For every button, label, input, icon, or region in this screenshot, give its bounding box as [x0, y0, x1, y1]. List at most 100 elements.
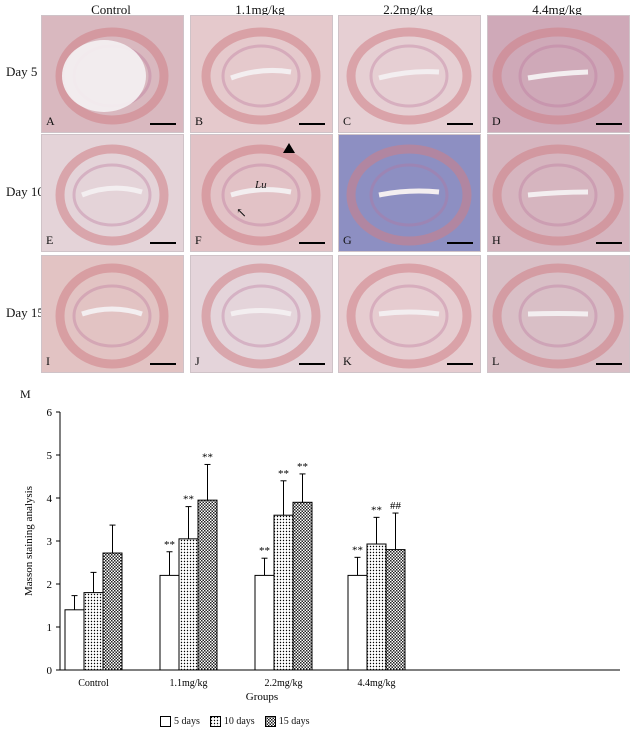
- y-tick-label: 1: [47, 622, 53, 634]
- y-axis-title: Masson staining analysis: [23, 486, 35, 596]
- histology-panel-k: K: [338, 255, 481, 373]
- legend-swatch-5days: [160, 716, 171, 727]
- legend-swatch-15days: [264, 716, 276, 727]
- tissue-section-image: [346, 27, 472, 125]
- histology-panel-l: L: [487, 255, 630, 373]
- legend-label-5days: 5 days: [174, 716, 200, 727]
- significance-mark: **: [297, 461, 308, 473]
- column-header-4-4mg: 4.4mg/kg: [532, 2, 582, 17]
- tissue-section-image: [55, 263, 169, 369]
- triangle-marker-icon: [283, 143, 295, 153]
- tissue-section-image: [492, 144, 624, 246]
- x-tick-label: 1.1mg/kg: [169, 678, 207, 689]
- tissue-section-image: [492, 263, 624, 369]
- row-header-day10: Day 10: [6, 184, 44, 199]
- significance-mark: **: [352, 544, 363, 556]
- scale-bar: [447, 123, 473, 125]
- histology-panel-c: C: [338, 15, 481, 133]
- tissue-section-image: [346, 263, 472, 369]
- legend-swatch-10days: [209, 716, 221, 727]
- bar-5-days-0: [64, 609, 85, 671]
- legend-item-5days: 5 days: [160, 716, 200, 727]
- column-header-2-2mg: 2.2mg/kg: [383, 2, 433, 17]
- histology-panel-f: F Lu ↖: [190, 134, 333, 252]
- chart-legend: 5 days 10 days 15 days: [160, 716, 310, 727]
- tissue-section-image: [201, 27, 321, 125]
- histology-panel-e: E: [41, 134, 184, 252]
- row-header-day5: Day 5: [6, 64, 38, 79]
- panel-label: C: [343, 114, 352, 128]
- significance-mark: **: [202, 451, 213, 463]
- panel-label: L: [492, 354, 500, 368]
- legend-item-10days: 10 days: [209, 716, 255, 727]
- bar-15-days-0: [102, 552, 123, 671]
- bar-10-days-2: [273, 514, 294, 671]
- tissue-section-image: [201, 263, 321, 369]
- tissue-section-image: [201, 144, 321, 246]
- scale-bar: [596, 242, 622, 244]
- scale-bar: [299, 363, 325, 365]
- panel-label: A: [46, 114, 55, 128]
- scale-bar: [299, 242, 325, 244]
- x-tick-label: 4.4mg/kg: [357, 678, 395, 689]
- x-axis-title: Groups: [246, 691, 278, 703]
- scale-bar: [596, 123, 622, 125]
- masson-bar-chart: 0 1 2 3 4 5 6 Masson staining analysis Groups Con…: [23, 407, 620, 703]
- y-tick-label: 3: [47, 536, 53, 548]
- y-tick-label: 6: [47, 407, 53, 419]
- significance-mark: **: [371, 504, 382, 516]
- histology-panel-j: J: [190, 255, 333, 373]
- panel-label: H: [492, 233, 501, 247]
- row-header-day15: Day 15: [6, 305, 44, 320]
- scale-bar: [447, 363, 473, 365]
- bar-5-days-2: [254, 574, 275, 671]
- y-tick-label: 5: [47, 450, 53, 462]
- legend-label-10days: 10 days: [223, 716, 255, 727]
- legend-label-15days: 15 days: [278, 716, 310, 727]
- histology-panel-d: D: [487, 15, 630, 133]
- bar-15-days-2: [292, 501, 313, 671]
- tissue-section-image: [492, 27, 624, 125]
- histology-panel-b: B: [190, 15, 333, 133]
- histology-panel-a: A: [41, 15, 184, 133]
- significance-mark: **: [259, 545, 270, 557]
- column-header-1-1mg: 1.1mg/kg: [235, 2, 285, 17]
- scale-bar: [447, 242, 473, 244]
- chart-panel-label: M: [20, 387, 31, 401]
- panel-label: F: [195, 233, 202, 247]
- bar-10-days-3: [366, 543, 387, 671]
- panel-label: J: [195, 354, 200, 368]
- panel-label: I: [46, 354, 50, 368]
- panel-label: K: [343, 354, 352, 368]
- column-header-control: Control: [91, 2, 131, 17]
- tissue-section-image: [55, 144, 169, 246]
- y-tick-label: 2: [47, 579, 53, 591]
- tissue-section-image: [346, 144, 472, 246]
- panel-label: G: [343, 233, 352, 247]
- scale-bar: [150, 363, 176, 365]
- legend-item-15days: 15 days: [264, 716, 310, 727]
- panel-label: D: [492, 114, 501, 128]
- scale-bar: [596, 363, 622, 365]
- significance-mark: **: [278, 468, 289, 480]
- bar-10-days-0: [83, 592, 104, 671]
- significance-mark: ##: [390, 500, 402, 512]
- significance-mark: **: [164, 539, 175, 551]
- bar-10-days-1: [178, 538, 199, 671]
- scale-bar: [150, 123, 176, 125]
- histology-panel-g: G: [338, 134, 481, 252]
- lumen-annotation: Lu: [255, 179, 267, 191]
- bar-5-days-3: [347, 574, 368, 671]
- x-tick-label: Control: [78, 678, 109, 689]
- bar-5-days-1: [159, 574, 180, 671]
- x-tick-label: 2.2mg/kg: [264, 678, 302, 689]
- y-tick-label: 0: [47, 665, 53, 677]
- bar-15-days-3: [385, 549, 406, 671]
- scale-bar: [299, 123, 325, 125]
- histology-panel-h: H: [487, 134, 630, 252]
- y-tick-label: 4: [47, 493, 53, 505]
- panel-label: E: [46, 233, 54, 247]
- bar-15-days-1: [197, 499, 218, 671]
- tissue-section-image: [55, 27, 169, 125]
- significance-mark: **: [183, 494, 194, 506]
